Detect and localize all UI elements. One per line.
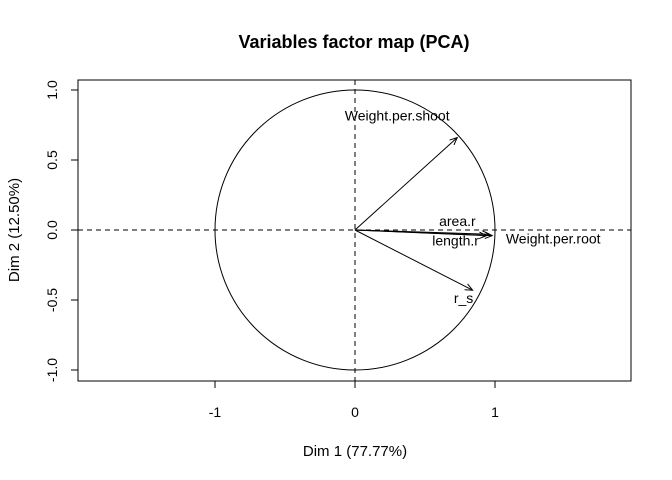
x-tick-label: 0 <box>351 404 359 420</box>
x-tick-label: -1 <box>209 404 222 420</box>
arrow-head <box>464 283 474 291</box>
y-axis-title: Dim 2 (12.50%) <box>6 178 23 282</box>
variable-label: length.r <box>432 233 479 249</box>
variable-arrow-weight-per-shoot: Weight.per.shoot <box>345 108 459 231</box>
plot-area: Weight.per.shoot area.r length.r Weight.per… <box>78 80 631 381</box>
variable-arrow-r-s: r_s <box>354 229 474 306</box>
variable-label: r_s <box>454 290 473 306</box>
x-axis-title: Dim 1 (77.77%) <box>303 443 407 460</box>
arrow-head <box>449 136 459 146</box>
arrow-head <box>484 231 494 240</box>
y-tick-label: -1.0 <box>44 358 60 382</box>
axes: -1 0 1 -1.0 -0.5 0.0 0.5 1.0 <box>44 80 499 420</box>
y-tick-label: 0.5 <box>44 150 60 170</box>
y-tick-label: 0.0 <box>44 220 60 240</box>
arrow-shaft <box>354 229 473 291</box>
variable-label: Weight.per.shoot <box>345 108 450 124</box>
x-tick-label: 1 <box>491 404 499 420</box>
arrow-shaft <box>354 229 493 237</box>
chart-title: Variables factor map (PCA) <box>238 32 469 52</box>
y-tick-label: 1.0 <box>44 80 60 100</box>
variable-label: Weight.per.root <box>506 231 601 247</box>
arrow-shaft <box>354 137 458 231</box>
y-tick-label: -0.5 <box>44 288 60 312</box>
variable-label: area.r <box>439 213 476 229</box>
variable-arrow-weight-per-root: Weight.per.root <box>354 229 601 247</box>
